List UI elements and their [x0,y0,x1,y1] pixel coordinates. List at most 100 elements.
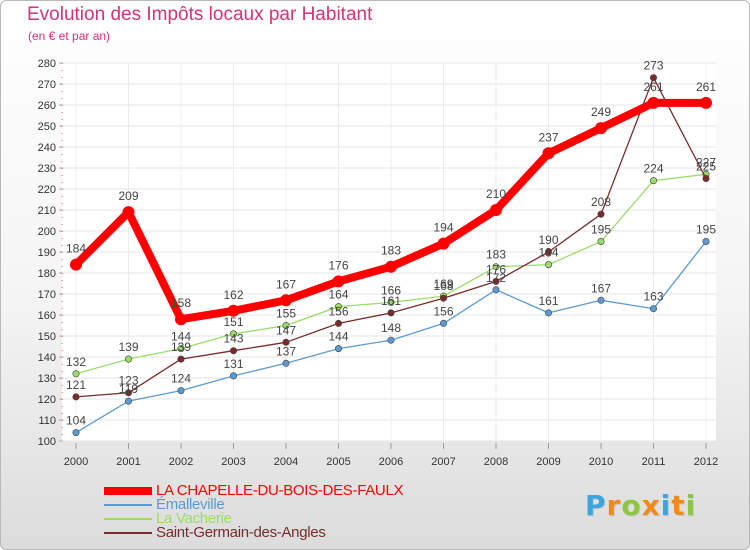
data-label: 183 [486,248,506,262]
data-label: 166 [381,283,401,297]
data-label: 156 [328,304,348,318]
y-tick-label: 160 [38,310,56,322]
data-point [177,355,185,363]
data-point [230,330,238,338]
data-label: 210 [486,187,506,201]
data-point [544,309,552,317]
data-label: 184 [66,242,86,256]
data-point [282,359,290,367]
data-label: 195 [696,223,716,237]
logo-letter: P [585,489,607,522]
data-label: 144 [171,330,191,344]
x-tick-label: 2012 [694,456,718,468]
data-label: 137 [276,344,296,358]
data-point [334,319,342,327]
y-tick-label: 120 [38,394,56,406]
data-point [595,122,607,135]
logo-letter: x [641,489,661,522]
data-label: 162 [223,288,243,302]
data-point [490,204,502,216]
chart-title: Evolution des Impôts locaux par Habitant [27,4,373,25]
data-label: 273 [643,59,663,73]
data-label: 195 [591,223,611,237]
data-point [544,261,552,269]
data-point [702,175,710,183]
legend-label: LA CHAPELLE-DU-BOIS-DES-FAULX [156,482,404,499]
logo-letter: i [685,489,697,522]
data-label: 249 [591,105,611,119]
y-tick-label: 190 [38,247,56,259]
data-point [334,303,342,311]
data-point [125,397,133,405]
data-point [72,393,80,401]
data-point [649,74,657,82]
data-point [227,304,240,317]
data-point [492,286,500,294]
x-tick-label: 2001 [116,456,140,468]
logo-letter: i [660,489,672,522]
proxiti-logo: Proxiti [585,489,696,522]
x-tick-label: 2002 [169,456,193,468]
data-point [334,345,342,353]
y-tick-label: 170 [38,289,56,301]
y-tick-label: 260 [38,100,56,112]
data-point [230,372,238,380]
x-tick-label: 2006 [379,456,403,468]
data-label: 131 [223,357,243,371]
data-label: 224 [643,162,663,176]
x-tick-label: 2011 [642,456,666,468]
data-label: 121 [66,378,86,392]
data-point [282,338,290,346]
data-point [387,309,395,317]
data-point [177,345,185,353]
data-point [544,248,552,256]
data-label: 139 [118,340,138,354]
logo-letter: o [621,489,642,522]
data-label: 161 [538,294,558,308]
data-point [282,321,290,329]
data-point [647,96,660,109]
y-tick-label: 280 [38,58,56,70]
data-label: 144 [328,330,348,344]
data-label: 139 [171,340,191,354]
data-label: 158 [171,296,191,310]
data-label: 169 [433,277,453,291]
y-tick-label: 130 [38,373,56,385]
x-tick-label: 2000 [64,456,88,468]
logo-letter: r [606,489,622,522]
x-tick-label: 2010 [589,456,613,468]
data-label: 184 [538,246,558,260]
y-tick-label: 240 [38,142,56,154]
data-point [125,389,133,397]
data-label: 132 [66,355,86,369]
y-tick-label: 200 [38,226,56,238]
data-point [387,298,395,306]
data-point [702,238,710,246]
data-point [72,429,80,437]
y-tick-label: 270 [38,79,56,91]
data-label: 225 [696,160,716,174]
data-label: 163 [643,290,663,304]
data-label: 176 [486,262,506,276]
data-point [332,275,345,288]
data-point [649,177,657,185]
x-tick-label: 2005 [326,456,350,468]
data-label: 168 [433,279,453,293]
data-label: 123 [118,374,138,388]
data-label: 124 [171,372,191,386]
data-label: 161 [381,294,401,308]
legend-label: Saint-Germain-des-Angles [156,524,326,541]
data-point [72,370,80,378]
data-label: 143 [223,332,243,346]
data-label: 104 [66,414,86,428]
chart-subtitle: (en € et par an) [28,29,111,43]
y-tick-label: 230 [38,163,56,175]
data-label: 151 [223,315,243,329]
legend-label: Émalleville [156,496,225,513]
data-point [122,206,135,219]
data-point [649,305,657,313]
x-tick-label: 2007 [431,456,455,468]
legend-swatch [104,532,152,534]
